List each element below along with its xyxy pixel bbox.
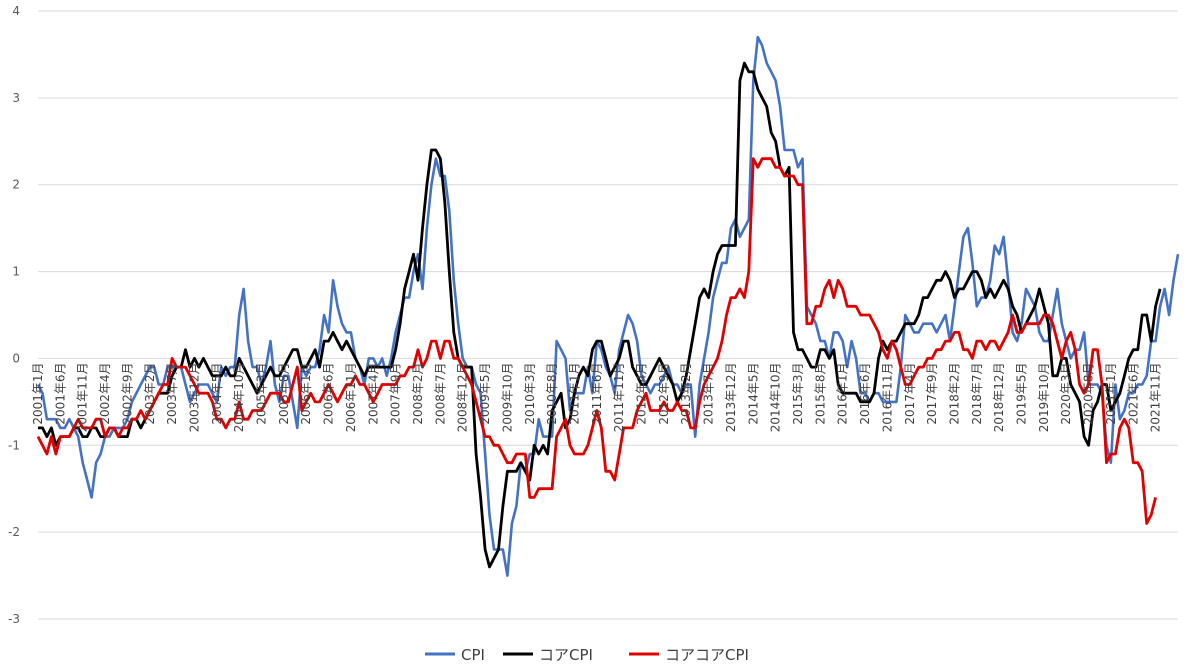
x-tick-label: 2007年9月 xyxy=(389,362,403,424)
x-tick-label: 2012年9月 xyxy=(657,362,671,424)
series-lines xyxy=(36,35,1180,577)
x-tick-label: 2011年11月 xyxy=(612,362,626,432)
legend-label: コアCPI xyxy=(539,646,593,664)
y-tick-label: 4 xyxy=(12,4,20,18)
x-tick-label: 2017年9月 xyxy=(925,362,939,424)
x-tick-label: 2015年3月 xyxy=(791,362,805,424)
x-tick-label: 2001年6月 xyxy=(53,362,67,424)
series-line xyxy=(36,157,1157,525)
legend-label: コアコアCPI xyxy=(665,646,749,664)
x-tick-label: 2021年1月 xyxy=(1104,362,1118,424)
x-tick-label: 2013年2月 xyxy=(679,362,693,424)
x-tick-label: 2003年2月 xyxy=(143,362,157,424)
x-tick-label: 2018年2月 xyxy=(947,362,961,424)
x-tick-label: 2012年4月 xyxy=(635,362,649,424)
x-tick-label: 2018年7月 xyxy=(970,362,984,424)
x-tick-label: 2002年4月 xyxy=(98,362,112,424)
y-axis-ticks: 4 3 2 1 0 -1 -2 -3 xyxy=(8,4,20,626)
x-tick-label: 2016年1月 xyxy=(836,362,850,424)
gridlines xyxy=(38,10,1178,620)
legend-label: CPI xyxy=(461,646,485,664)
x-tick-label: 2018年12月 xyxy=(992,362,1006,432)
x-tick-label: 2017年4月 xyxy=(903,362,917,424)
x-tick-label: 2007年4月 xyxy=(366,362,380,424)
x-tick-label: 2020年3月 xyxy=(1059,362,1073,424)
x-tick-label: 2016年11月 xyxy=(880,362,894,432)
legend: CPI コアCPI コアコアCPI xyxy=(425,646,749,664)
x-tick-label: 2003年12月 xyxy=(187,362,201,432)
y-tick-label: -1 xyxy=(8,438,20,452)
y-tick-label: -3 xyxy=(8,612,20,626)
x-tick-label: 2019年5月 xyxy=(1015,362,1029,424)
x-tick-label: 2008年7月 xyxy=(433,362,447,424)
x-tick-label: 2009年5月 xyxy=(478,362,492,424)
x-tick-label: 2016年6月 xyxy=(858,362,872,424)
x-tick-label: 2005年8月 xyxy=(277,362,291,424)
x-tick-label: 2005年3月 xyxy=(255,362,269,424)
x-tick-label: 2011年1月 xyxy=(567,362,581,424)
series-line xyxy=(38,61,1162,569)
y-tick-label: 0 xyxy=(12,351,20,365)
y-tick-label: 3 xyxy=(12,91,20,105)
x-tick-label: 2002年9月 xyxy=(120,362,134,424)
x-tick-label: 2013年7月 xyxy=(702,362,716,424)
x-tick-label: 2013年12月 xyxy=(724,362,738,432)
x-tick-label: 2001年11月 xyxy=(76,362,90,432)
x-tick-label: 2004年5月 xyxy=(210,362,224,424)
x-tick-label: 2011年6月 xyxy=(590,362,604,424)
x-tick-label: 2019年10月 xyxy=(1037,362,1051,432)
x-tick-label: 2001年1月 xyxy=(31,362,45,424)
x-tick-label: 2021年11月 xyxy=(1149,362,1163,432)
x-tick-label: 2015年8月 xyxy=(813,362,827,424)
x-tick-label: 2004年10月 xyxy=(232,362,246,432)
x-tick-label: 2014年10月 xyxy=(769,362,783,432)
x-tick-label: 2010年3月 xyxy=(523,362,537,424)
x-tick-label: 2003年7月 xyxy=(165,362,179,424)
x-tick-label: 2008年12月 xyxy=(456,362,470,432)
x-tick-label: 2010年8月 xyxy=(545,362,559,424)
y-tick-label: 1 xyxy=(12,265,20,279)
x-tick-label: 2020年8月 xyxy=(1082,362,1096,424)
y-tick-label: 2 xyxy=(12,178,20,192)
x-tick-label: 2009年10月 xyxy=(500,362,514,432)
y-tick-label: -2 xyxy=(8,525,20,539)
x-tick-label: 2006年1月 xyxy=(299,362,313,424)
x-tick-label: 2008年2月 xyxy=(411,362,425,424)
x-tick-label: 2014年5月 xyxy=(746,362,760,424)
series-line xyxy=(36,35,1180,577)
x-tick-label: 2006年6月 xyxy=(322,362,336,424)
x-tick-label: 2006年11月 xyxy=(344,362,358,432)
x-axis-ticks: 2001年1月 2001年6月 2001年11月 2002年4月 2002年9月 2003… xyxy=(31,362,1163,432)
x-tick-label: 2021年6月 xyxy=(1126,362,1140,424)
